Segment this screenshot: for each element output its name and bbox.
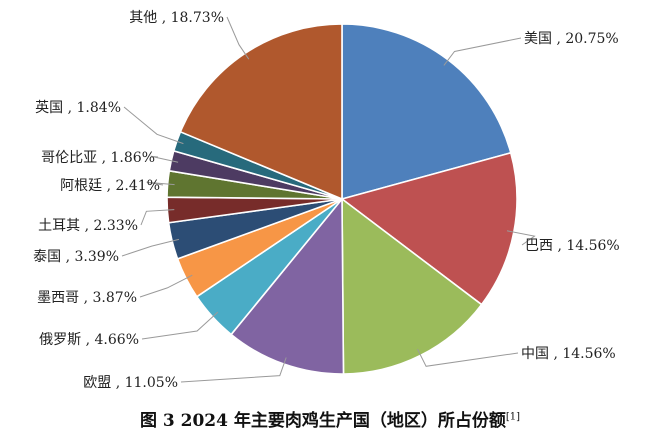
- leader-line-7: [121, 238, 180, 257]
- slice-label-1: 美国 , 20.75%: [524, 31, 619, 47]
- slice-label-9: 阿根廷 , 2.41%: [60, 178, 160, 194]
- leader-line-1: [443, 37, 522, 66]
- slice-label-12: 其他 , 18.73%: [129, 10, 224, 26]
- caption-text: 图 3 2024 年主要肉鸡生产国（地区）所占份额: [139, 411, 506, 431]
- slice-label-3: 中国 , 14.56%: [521, 346, 616, 362]
- leader-line-5: [141, 311, 219, 340]
- slice-label-6: 墨西哥 , 3.87%: [37, 290, 137, 306]
- figure-caption: 图 3 2024 年主要肉鸡生产国（地区）所占份额[1]: [0, 406, 660, 431]
- slice-label-11: 英国 , 1.84%: [35, 99, 121, 116]
- leader-line-8: [140, 209, 175, 226]
- leader-line-9: [146, 181, 175, 186]
- leader-line-4: [180, 357, 287, 383]
- slice-label-7: 泰国 , 3.39%: [33, 249, 119, 265]
- leader-line-11: [123, 106, 184, 145]
- slice-label-10: 哥伦比亚 , 1.86%: [41, 150, 155, 166]
- slice-labels: 美国 , 20.75% 巴西 , 14.56% 中国 , 14.56% 欧盟 , 11…: [33, 10, 620, 391]
- leader-line-12: [226, 16, 250, 60]
- leader-line-6: [139, 274, 193, 298]
- leader-line-3: [417, 348, 519, 367]
- slice-label-5: 俄罗斯 , 4.66%: [39, 332, 139, 348]
- slice-label-4: 欧盟 , 11.05%: [83, 375, 178, 391]
- caption-reference: [1]: [505, 411, 521, 423]
- pie-chart: 美国 , 20.75% 巴西 , 14.56% 中国 , 14.56% 欧盟 , 11…: [33, 10, 620, 391]
- slice-label-8: 土耳其 , 2.33%: [38, 218, 138, 234]
- leader-line-2: [506, 230, 536, 246]
- pie-slices: [166, 23, 518, 375]
- slice-label-2: 巴西 , 14.56%: [525, 238, 620, 254]
- leader-lines: [121, 16, 536, 383]
- leader-line-10: [150, 155, 179, 163]
